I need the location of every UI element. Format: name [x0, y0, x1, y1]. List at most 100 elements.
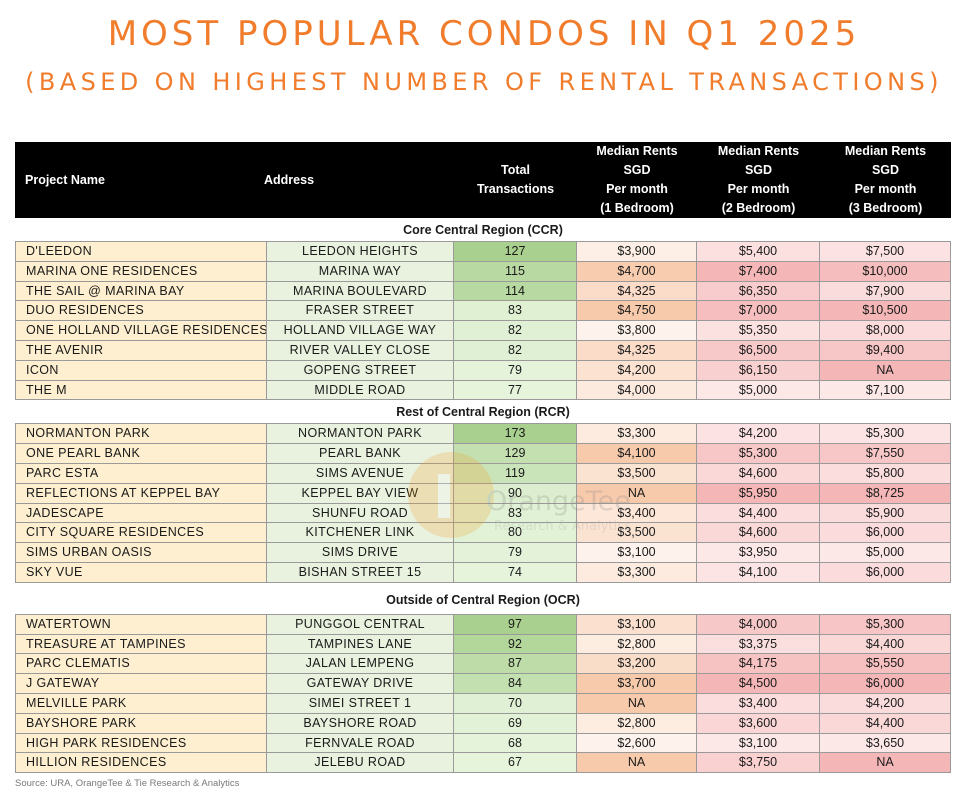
project-name-cell: HIGH PARK RESIDENCES	[15, 733, 267, 754]
rent-3br-cell: NA	[820, 360, 951, 381]
rent-1br-cell: NA	[577, 483, 697, 504]
rent-2br-cell: $3,750	[697, 753, 820, 774]
table-row: MARINA ONE RESIDENCES MARINA WAY 115 $4,700…	[15, 261, 951, 282]
rent-2br-cell: $4,600	[697, 523, 820, 544]
rent-3br-cell: $5,800	[820, 463, 951, 484]
project-name-cell: SKY VUE	[15, 562, 267, 583]
rent-1br-cell: $3,900	[577, 242, 697, 262]
address-cell: BISHAN STREET 15	[267, 562, 454, 583]
address-cell: PEARL BANK	[267, 444, 454, 464]
address-cell: GATEWAY DRIVE	[267, 674, 454, 694]
address-cell: TAMPINES LANE	[267, 634, 454, 655]
project-name-cell: TREASURE AT TAMPINES	[15, 634, 267, 655]
project-name-cell: JADESCAPE	[15, 503, 267, 524]
rent-1br-cell: $2,600	[577, 733, 697, 754]
rent-2br-cell: $5,300	[697, 444, 820, 464]
table-row: MELVILLE PARK SIMEI STREET 1 70 NA $3,400 $4,…	[15, 693, 951, 714]
header-total-transactions: Total Transactions	[476, 163, 555, 196]
rent-1br-cell: $3,700	[577, 674, 697, 694]
rent-2br-cell: $4,000	[697, 614, 820, 635]
rent-3br-cell: $8,000	[820, 321, 951, 341]
rent-3br-cell: $7,900	[820, 281, 951, 302]
rent-2br-cell: $5,400	[697, 242, 820, 262]
rent-1br-cell: $3,100	[577, 543, 697, 563]
rent-2br-cell: $3,950	[697, 543, 820, 563]
project-name-cell: DUO RESIDENCES	[15, 301, 267, 322]
rent-3br-cell: $5,900	[820, 503, 951, 524]
table-row: CITY SQUARE RESIDENCES KITCHENER LINK 80 $3…	[15, 523, 951, 544]
rent-3br-cell: $9,400	[820, 340, 951, 361]
transactions-cell: 129	[454, 444, 577, 464]
rent-2br-cell: $3,600	[697, 713, 820, 734]
address-cell: PUNGGOL CENTRAL	[267, 614, 454, 635]
project-name-cell: HILLION RESIDENCES	[15, 753, 267, 774]
section-header: Rest of Central Region (RCR)	[15, 400, 951, 425]
rent-3br-cell: $10,500	[820, 301, 951, 322]
header-address: Address	[264, 172, 315, 187]
transactions-cell: 127	[454, 242, 577, 262]
rent-3br-cell: $5,550	[820, 654, 951, 675]
transactions-cell: 83	[454, 503, 577, 524]
table-row: JADESCAPE SHUNFU ROAD 83 $3,400 $4,400 $5,900	[15, 503, 951, 524]
project-name-cell: THE AVENIR	[15, 340, 267, 361]
table-row: DUO RESIDENCES FRASER STREET 83 $4,750 $7,00…	[15, 301, 951, 322]
rent-3br-cell: $7,100	[820, 380, 951, 401]
address-cell: KEPPEL BAY VIEW	[267, 483, 454, 504]
rent-1br-cell: $3,100	[577, 614, 697, 635]
rent-1br-cell: $3,200	[577, 654, 697, 675]
rent-3br-cell: $5,000	[820, 543, 951, 563]
table-row: HIGH PARK RESIDENCES FERNVALE ROAD 68 $2,60…	[15, 733, 951, 754]
section-header: Outside of Central Region (OCR)	[15, 583, 951, 615]
project-name-cell: PARC CLEMATIS	[15, 654, 267, 675]
rent-2br-cell: $6,150	[697, 360, 820, 381]
address-cell: LEEDON HEIGHTS	[267, 242, 454, 262]
rent-3br-cell: $4,400	[820, 713, 951, 734]
project-name-cell: CITY SQUARE RESIDENCES	[15, 523, 267, 544]
rent-2br-cell: $3,400	[697, 693, 820, 714]
section-header: Core Central Region (CCR)	[15, 218, 951, 242]
address-cell: SIMS DRIVE	[267, 543, 454, 563]
rent-2br-cell: $5,350	[697, 321, 820, 341]
rent-1br-cell: $4,325	[577, 340, 697, 361]
address-cell: MIDDLE ROAD	[267, 380, 454, 401]
project-name-cell: THE SAIL @ MARINA BAY	[15, 281, 267, 302]
rent-3br-cell: NA	[820, 753, 951, 774]
transactions-cell: 90	[454, 483, 577, 504]
rent-2br-cell: $5,000	[697, 380, 820, 401]
header-median-3br: Median Rents SGD Per month (3 Bedroom)	[844, 144, 927, 215]
rent-2br-cell: $3,100	[697, 733, 820, 754]
table-row: SIMS URBAN OASIS SIMS DRIVE 79 $3,100 $3,950…	[15, 543, 951, 563]
rent-3br-cell: $6,000	[820, 523, 951, 544]
address-cell: MARINA WAY	[267, 261, 454, 282]
transactions-cell: 68	[454, 733, 577, 754]
table-row: D'LEEDON LEEDON HEIGHTS 127 $3,900 $5,400 $7,…	[15, 242, 951, 262]
table-row: HILLION RESIDENCES JELEBU ROAD 67 NA $3,750 N…	[15, 753, 951, 774]
address-cell: RIVER VALLEY CLOSE	[267, 340, 454, 361]
rent-3br-cell: $4,200	[820, 693, 951, 714]
project-name-cell: J GATEWAY	[15, 674, 267, 694]
rent-1br-cell: NA	[577, 693, 697, 714]
transactions-cell: 79	[454, 360, 577, 381]
address-cell: HOLLAND VILLAGE WAY	[267, 321, 454, 341]
transactions-cell: 114	[454, 281, 577, 302]
header-project-name: Project Name	[25, 172, 105, 187]
address-cell: JELEBU ROAD	[267, 753, 454, 774]
rent-1br-cell: $3,800	[577, 321, 697, 341]
transactions-cell: 87	[454, 654, 577, 675]
project-name-cell: ONE PEARL BANK	[15, 444, 267, 464]
rent-2br-cell: $6,350	[697, 281, 820, 302]
rent-1br-cell: $4,750	[577, 301, 697, 322]
header-median-1br: Median Rents SGD Per month (1 Bedroom)	[596, 144, 678, 215]
transactions-cell: 97	[454, 614, 577, 635]
rent-3br-cell: $7,550	[820, 444, 951, 464]
rent-2br-cell: $4,175	[697, 654, 820, 675]
transactions-cell: 82	[454, 321, 577, 341]
address-cell: FRASER STREET	[267, 301, 454, 322]
rent-3br-cell: $6,000	[820, 674, 951, 694]
address-cell: KITCHENER LINK	[267, 523, 454, 544]
rent-1br-cell: $3,500	[577, 463, 697, 484]
rent-2br-cell: $4,600	[697, 463, 820, 484]
project-name-cell: PARC ESTA	[15, 463, 267, 484]
address-cell: SIMS AVENUE	[267, 463, 454, 484]
transactions-cell: 84	[454, 674, 577, 694]
